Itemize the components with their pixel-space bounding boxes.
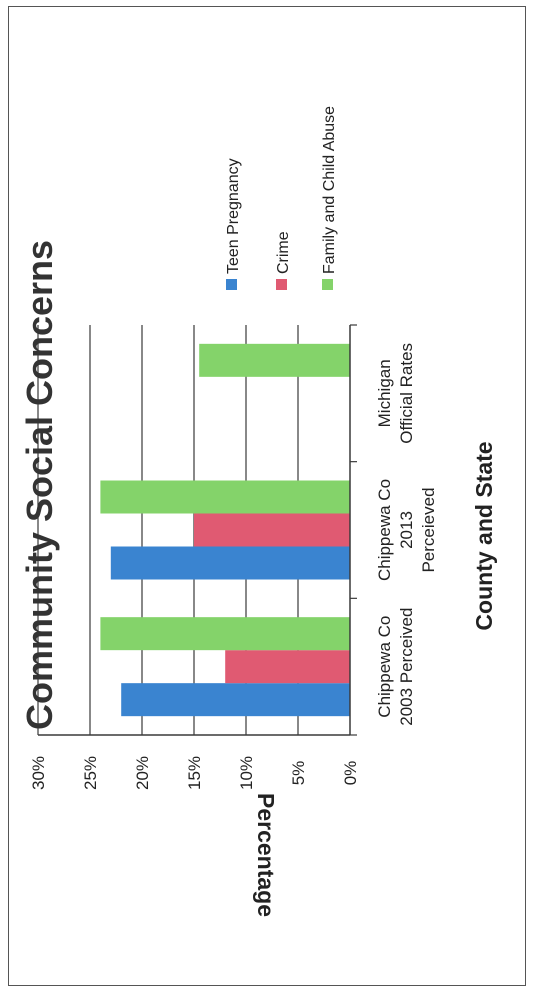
x-axis-title: County and State (471, 441, 497, 630)
chart-frame (8, 6, 526, 986)
legend: Teen Pregnancy Crime Family and Child Abus… (225, 106, 338, 290)
legend-swatch (322, 279, 333, 290)
legend-label: Family and Child Abuse (321, 106, 338, 274)
y-tick-label: 30% (29, 756, 48, 790)
axes (38, 324, 357, 736)
category-label: Chippewa Co 2003 Perceived (375, 608, 416, 726)
bar-family-and-child-abuse (100, 617, 351, 651)
bar-crime (225, 650, 350, 684)
chart-title: Community Social Concerns (19, 240, 60, 730)
bar-family-and-child-abuse (100, 480, 351, 514)
y-tick-label: 5% (289, 761, 308, 786)
bar-teen-pregnancy (110, 546, 350, 580)
category-label: Chippewa Co 2013 Perceieved (375, 479, 438, 581)
bar-teen-pregnancy (121, 683, 350, 717)
bar-family-and-child-abuse (199, 343, 350, 377)
y-tick-label: 25% (81, 756, 100, 790)
legend-swatch (226, 279, 237, 290)
y-tick-label: 15% (185, 756, 204, 790)
bar-crime (194, 513, 350, 547)
legend-label: Teen Pregnancy (225, 158, 242, 274)
category-labels: Chippewa Co 2003 Perceived Chippewa Co 2013… (375, 343, 438, 726)
legend-label: Crime (275, 231, 292, 274)
y-tick-label: 10% (237, 756, 256, 790)
legend-swatch (276, 279, 287, 290)
category-label: Michigan Official Rates (375, 343, 416, 444)
bars (100, 343, 351, 717)
y-axis-title: Percentage (253, 793, 279, 917)
y-tick-label: 20% (133, 756, 152, 790)
y-tick-label: 0% (341, 761, 360, 786)
tick-labels: 0% 5% 10% 15% 20% 25% 30% (29, 756, 360, 790)
